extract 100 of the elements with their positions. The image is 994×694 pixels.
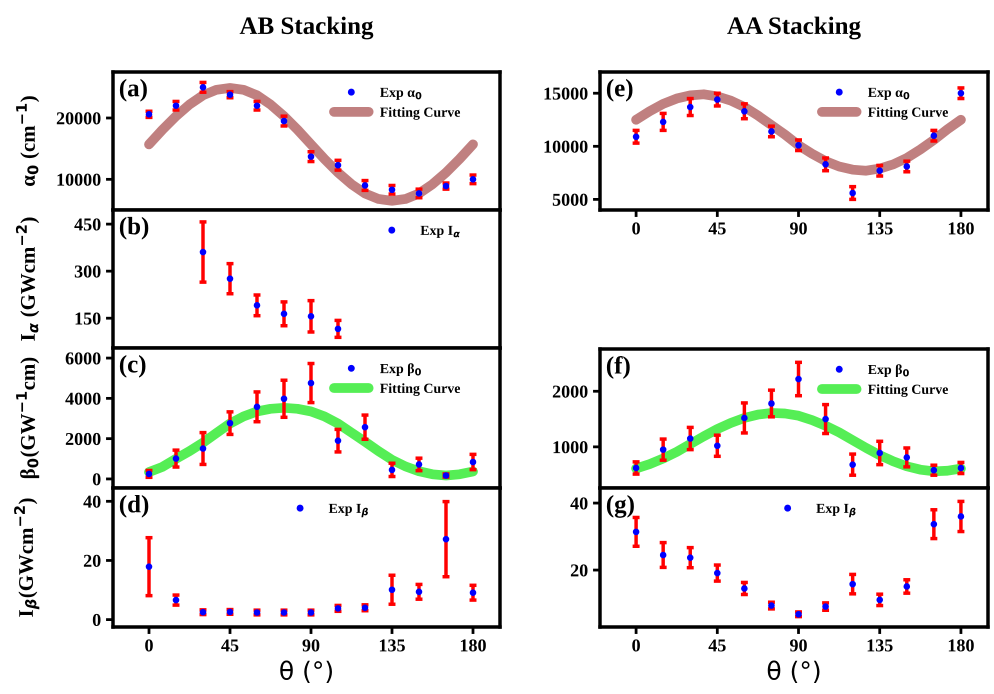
point	[632, 133, 640, 140]
point	[308, 313, 314, 320]
point	[334, 437, 342, 444]
point	[200, 248, 206, 256]
y-tick-label: 0	[92, 473, 101, 486]
point	[795, 376, 802, 382]
x-tick-label: 135	[868, 639, 893, 652]
point	[388, 466, 396, 474]
y-tick-label: 5000	[552, 194, 588, 206]
point	[362, 424, 368, 430]
legend-label: Exp α$_{0}$	[380, 88, 422, 100]
annotation: (a)	[120, 78, 147, 102]
point	[442, 536, 450, 542]
y-tick-label: 2000	[552, 386, 588, 398]
annotation: (e)	[606, 78, 632, 102]
chart-title: AB Stacking	[240, 16, 374, 40]
x-tick-label: 90	[302, 639, 320, 652]
point	[903, 454, 910, 461]
x-tick-label: 180	[460, 639, 486, 652]
point	[686, 104, 694, 110]
point	[146, 563, 152, 570]
point	[172, 455, 180, 462]
x-tick-label: 180	[948, 222, 974, 235]
legend-label: Fitting Curve	[868, 384, 948, 397]
annotation: (d)	[120, 494, 148, 518]
x-tick-label: 90	[790, 222, 807, 235]
point	[226, 275, 234, 282]
point	[660, 552, 666, 558]
point	[822, 416, 829, 422]
legend-label: Fitting Curve	[868, 107, 948, 120]
y-tick-label: 6000	[66, 352, 101, 365]
x-tick-label: 45	[708, 639, 726, 652]
point	[741, 585, 748, 592]
y-tick-label: 15000	[544, 87, 588, 100]
legend-label: Fitting Curve	[380, 107, 460, 120]
y-tick-label: 40	[570, 497, 588, 510]
y-axis-title: α$_{0}$ (cm$^{−1}$)	[16, 96, 40, 186]
point	[226, 420, 234, 426]
point	[388, 586, 396, 594]
point	[958, 513, 964, 520]
point	[660, 118, 666, 126]
y-tick-label: 20	[84, 554, 101, 567]
point	[768, 400, 775, 407]
point	[714, 442, 721, 450]
legend-label: Exp α$_{0}$	[868, 88, 910, 100]
point	[849, 461, 856, 468]
y-axis-title: I$_{β}$(GWcm$^{−2}$)	[14, 498, 40, 617]
point	[686, 554, 694, 561]
point	[632, 528, 640, 536]
point	[686, 435, 694, 442]
y-tick-label: 40	[83, 496, 101, 508]
legend-label: Exp I$_{α}$	[420, 226, 460, 238]
annotation: (g)	[606, 494, 634, 518]
x-tick-label: 135	[868, 222, 893, 235]
y-axis-title: I$_{α}$ (GWcm$^{−2}$)	[16, 218, 40, 341]
legend-label: Exp β$_{0}$	[868, 364, 909, 378]
annotation: (b)	[120, 216, 148, 240]
point	[416, 588, 422, 596]
y-tick-label: 20000	[56, 112, 101, 124]
x-tick-label: 0	[145, 639, 153, 652]
y-tick-label: 300	[74, 265, 101, 278]
point	[930, 520, 938, 528]
point	[200, 445, 206, 452]
y-tick-label: 10000	[58, 174, 101, 186]
x-tick-label: 0	[632, 639, 640, 652]
x-axis-title: θ (°)	[768, 660, 820, 684]
legend-label: Exp β$_{0}$	[380, 363, 421, 376]
x-tick-label: 45	[708, 222, 726, 235]
x-tick-label: 135	[380, 639, 405, 652]
point	[470, 589, 476, 596]
point	[714, 96, 721, 103]
point	[741, 108, 748, 115]
point	[822, 161, 829, 168]
point	[280, 310, 288, 318]
point	[470, 458, 476, 466]
legend-label: Exp I$_{β}$	[816, 504, 856, 518]
x-tick-label: 90	[790, 639, 807, 652]
point	[254, 302, 260, 309]
point	[958, 464, 964, 472]
annotation: (f)	[606, 356, 630, 379]
y-tick-label: 0	[92, 614, 101, 626]
point	[876, 450, 884, 456]
point	[714, 570, 721, 576]
point	[876, 596, 884, 604]
y-tick-label: 4000	[65, 392, 101, 405]
annotation: (c)	[120, 355, 146, 378]
y-tick-label: 450	[74, 218, 101, 231]
legend-label: Exp I$_{β}$	[328, 504, 368, 518]
y-tick-label: 1000	[554, 441, 588, 454]
x-tick-label: 45	[221, 639, 238, 652]
y-tick-label: 150	[76, 312, 101, 325]
point	[903, 583, 910, 590]
point	[280, 395, 288, 402]
x-tick-label: 180	[948, 639, 974, 652]
point	[334, 326, 342, 332]
point	[254, 404, 260, 410]
point	[741, 414, 748, 422]
x-tick-label: 0	[632, 222, 640, 235]
x-axis-title: θ (°)	[280, 660, 332, 684]
point	[416, 461, 422, 468]
